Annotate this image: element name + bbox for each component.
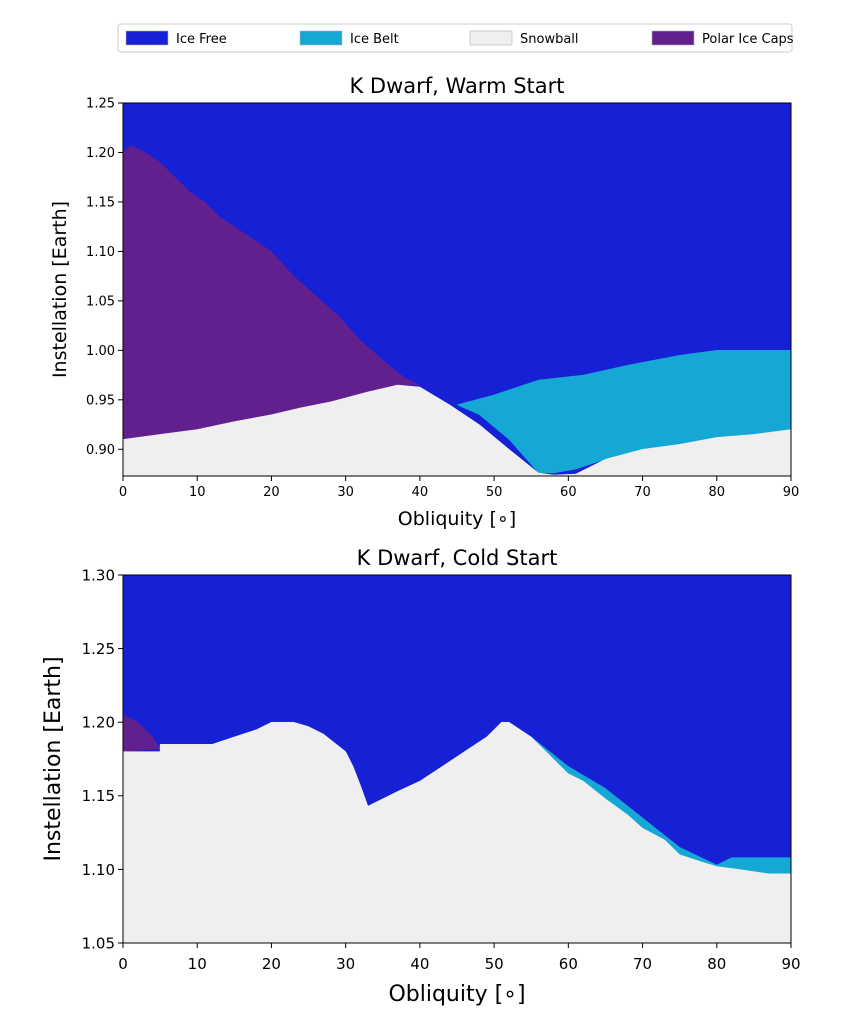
- y-tick-label: 1.15: [82, 787, 115, 805]
- x-tick-label: 30: [336, 955, 355, 973]
- region-snowball: [123, 384, 791, 476]
- x-tick-label: 10: [188, 955, 207, 973]
- regions: [123, 575, 791, 943]
- y-tick-label: 1.10: [82, 861, 115, 879]
- x-tick-label: 60: [559, 955, 578, 973]
- y-tick-label: 1.25: [82, 640, 115, 658]
- y-tick-label: 1.25: [86, 97, 115, 112]
- x-tick-label: 0: [118, 955, 128, 973]
- x-axis-label: Obliquity [∘]: [388, 982, 525, 1007]
- y-tick-label: 1.20: [86, 146, 115, 161]
- y-tick-label: 1.00: [86, 344, 115, 359]
- x-tick-label: 10: [189, 485, 206, 500]
- x-tick-label: 20: [262, 955, 281, 973]
- x-tick-label: 30: [337, 485, 354, 500]
- chart-warm-start: 0 10 20 30 40 50 60 70 80 90 0.90 0.95 1.00 1.05 1.10 1…: [49, 74, 799, 530]
- plot-frame: [122, 574, 792, 944]
- plot-frame: [122, 102, 792, 477]
- legend: Ice Free Ice Belt Snowball Polar Ice Caps: [117, 23, 794, 53]
- legend-swatch: [469, 30, 513, 46]
- legend-label: Polar Ice Caps: [702, 32, 794, 47]
- x-tick-label: 50: [486, 485, 503, 500]
- y-tick-label: 0.90: [86, 443, 115, 458]
- legend-frame: [117, 23, 793, 53]
- x-tick-label: 80: [709, 485, 726, 500]
- legend-label: Ice Free: [176, 32, 227, 47]
- y-tick-label: 1.10: [86, 245, 115, 260]
- legend-swatch: [125, 30, 169, 46]
- region-snowball: [123, 721, 791, 943]
- y-tick-label: 1.30: [82, 566, 115, 584]
- y-tick-label: 1.15: [86, 196, 115, 211]
- y-axis-label: Instellation [Earth]: [49, 201, 71, 378]
- regions: [123, 103, 791, 476]
- legend-label: Snowball: [520, 32, 579, 47]
- chart-title: K Dwarf, Warm Start: [349, 74, 564, 98]
- y-tick-label: 1.05: [82, 934, 115, 952]
- x-tick-label: 60: [560, 485, 577, 500]
- legend-swatch: [651, 30, 695, 46]
- x-tick-label: 90: [783, 485, 800, 500]
- chart-cold-start: 0 10 20 30 40 50 60 70 80 90 1.05 1.10 1.15 1.20 1.25 1…: [41, 546, 801, 1007]
- y-tick-label: 1.05: [86, 295, 115, 310]
- x-tick-label: 40: [412, 485, 429, 500]
- x-tick-label: 70: [634, 485, 651, 500]
- x-tick-label: 50: [485, 955, 504, 973]
- x-tick-label: 40: [410, 955, 429, 973]
- legend-label: Ice Belt: [350, 32, 399, 47]
- x-axis-label: Obliquity [∘]: [398, 508, 516, 530]
- y-tick-label: 0.95: [86, 393, 115, 408]
- chart-title: K Dwarf, Cold Start: [357, 546, 558, 570]
- legend-swatch: [299, 30, 343, 46]
- x-tick-label: 20: [263, 485, 280, 500]
- y-tick-label: 1.20: [82, 714, 115, 732]
- x-tick-label: 0: [119, 485, 127, 500]
- region-polar-ice-caps: [123, 714, 161, 752]
- x-tick-label: 90: [781, 955, 800, 973]
- x-tick-label: 70: [633, 955, 652, 973]
- y-axis-label: Instellation [Earth]: [41, 656, 66, 861]
- x-tick-label: 80: [707, 955, 726, 973]
